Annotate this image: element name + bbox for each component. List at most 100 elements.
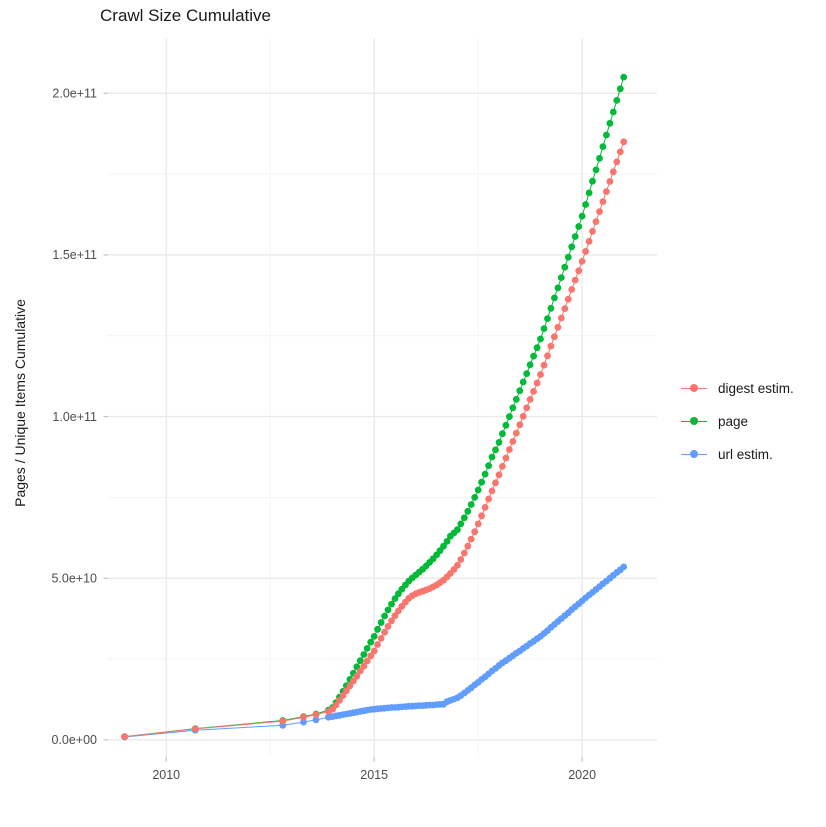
data-point: [363, 657, 371, 665]
data-point: [478, 478, 485, 486]
data-point: [537, 371, 544, 378]
data-point: [353, 672, 361, 680]
data-point: [395, 607, 402, 615]
data-point: [606, 178, 614, 185]
data-point: [381, 628, 388, 636]
data-point: [485, 462, 492, 470]
data-point: [544, 315, 551, 322]
data-point: [575, 223, 583, 230]
series-url-estim: [121, 563, 628, 741]
data-point: [279, 717, 287, 725]
data-point: [616, 85, 624, 93]
data-point: [506, 413, 513, 420]
data-point: [471, 528, 479, 536]
data-point: [571, 233, 579, 240]
x-tick-label: 2020: [568, 768, 596, 782]
data-point: [367, 652, 375, 660]
data-point: [533, 379, 541, 387]
legend-item-page: page: [681, 410, 794, 432]
legend-label-page: page: [718, 413, 749, 429]
data-point: [578, 258, 586, 265]
data-point: [332, 701, 340, 709]
data-point: [509, 404, 517, 412]
data-point: [547, 304, 555, 312]
data-point: [620, 138, 628, 146]
data-point: [557, 314, 565, 322]
data-point: [519, 378, 527, 386]
data-point: [506, 446, 513, 453]
data-point: [582, 201, 589, 208]
y-tick-label: 1.5e+11: [52, 248, 97, 262]
data-point: [544, 352, 551, 360]
data-point: [502, 454, 510, 462]
data-point: [121, 733, 128, 740]
data-point: [582, 248, 589, 255]
data-point: [367, 638, 375, 646]
data-point: [377, 619, 385, 626]
legend-key-url-icon: [681, 449, 707, 459]
data-point: [460, 549, 468, 557]
data-point: [609, 168, 617, 176]
data-point: [312, 711, 320, 718]
data-point: [457, 520, 465, 528]
data-point: [530, 352, 537, 360]
data-point: [589, 227, 596, 235]
data-point: [613, 97, 621, 104]
data-point: [495, 471, 503, 479]
data-point: [346, 682, 354, 690]
data-point: [488, 487, 496, 495]
data-point: [481, 504, 489, 511]
data-point: [339, 692, 347, 699]
x-tick-label: 2015: [360, 768, 388, 782]
data-point: [523, 404, 531, 412]
data-point: [568, 286, 576, 293]
data-point: [443, 538, 451, 545]
data-point: [460, 514, 468, 522]
legend-item-url-estim: url estim.: [681, 443, 794, 465]
data-point: [492, 479, 499, 487]
x-tick-labels: 2010 2015 2020: [152, 768, 596, 782]
data-point: [551, 294, 558, 302]
data-point: [343, 687, 350, 695]
data-point: [499, 430, 506, 438]
data-point: [391, 595, 399, 602]
y-tick-label: 0.0e+00: [51, 733, 97, 747]
data-point: [596, 208, 603, 216]
data-point: [578, 212, 586, 220]
legend-key-digest-icon: [681, 383, 707, 393]
data-point: [495, 439, 503, 446]
series-digest-estim: [121, 138, 628, 740]
data-point: [499, 463, 506, 470]
data-point: [457, 556, 465, 563]
data-point: [464, 507, 472, 515]
data-point: [502, 421, 510, 429]
data-point: [374, 641, 381, 648]
data-point: [568, 243, 576, 251]
data-point: [492, 446, 499, 454]
data-point: [519, 412, 527, 420]
data-point: [585, 238, 593, 245]
data-point: [564, 253, 572, 261]
data-point: [526, 396, 534, 403]
data-point: [537, 335, 544, 343]
data-point: [356, 667, 364, 675]
data-point: [377, 635, 385, 642]
data-point: [356, 657, 364, 665]
data-point: [557, 274, 565, 281]
data-point: [350, 677, 357, 685]
data-point: [391, 612, 399, 620]
data-point: [589, 177, 596, 185]
data-point: [478, 512, 485, 520]
data-point: [609, 108, 617, 116]
data-point: [474, 520, 482, 528]
data-point: [516, 387, 524, 395]
data-point: [360, 651, 368, 658]
data-point: [440, 542, 447, 550]
data-point: [592, 166, 600, 174]
data-point: [509, 438, 517, 445]
data-point: [300, 713, 307, 721]
data-point: [561, 263, 569, 271]
data-point: [488, 453, 496, 461]
